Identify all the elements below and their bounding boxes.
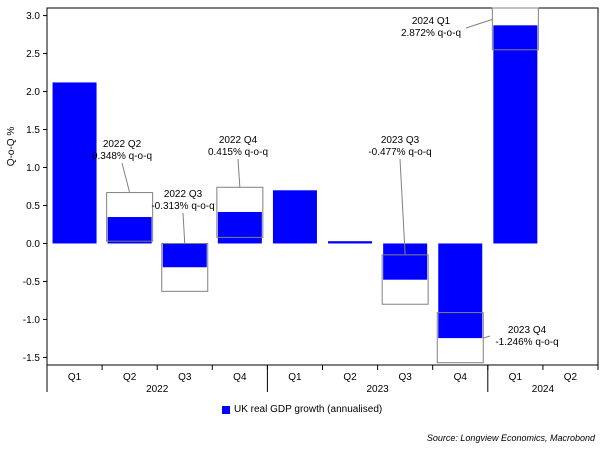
x-tick-label: Q4 [454,372,468,383]
annotation-title: 2023 Q3 [381,135,420,146]
annotation-title: 2024 Q1 [412,16,451,27]
annotation-leader [399,158,406,255]
x-tick-label: Q2 [123,372,137,383]
x-tick-label: Q3 [398,372,412,383]
annotation-value: 2.872% q-o-q [401,28,461,39]
annotation-leader [465,18,493,29]
annotation-value: 0.415% q-o-q [208,147,268,158]
annotation-title: 2023 Q4 [508,325,547,336]
bar [107,217,152,244]
x-tick-label: Q1 [509,372,523,383]
annotation-leader [121,162,131,193]
y-tick-label: -0.5 [23,277,41,288]
bar [272,190,317,244]
bar [438,243,483,339]
annotation-value: 0.348% q-o-q [92,151,152,162]
y-tick-label: 1.0 [26,163,40,174]
y-tick-label: 2.0 [26,87,40,98]
annotation-leader [483,335,491,339]
x-tick-label: Q4 [233,372,247,383]
annotation-value: -0.313% q-o-q [151,201,214,212]
y-tick-label: 0.5 [26,201,40,212]
y-axis-label: Q-o-Q % [6,127,17,167]
annotation-title: 2022 Q2 [103,139,142,150]
x-tick-label: Q2 [343,372,357,383]
y-tick-label: -1.0 [23,315,41,326]
bar [493,25,538,244]
x-tick-label: Q3 [178,372,192,383]
y-tick-label: 0.0 [26,239,40,250]
bar [162,243,207,268]
bar [52,82,97,244]
annotation-title: 2022 Q4 [219,135,258,146]
legend: UK real GDP growth (annualised) [222,404,382,415]
y-tick-label: 3.0 [26,11,40,22]
y-tick-label: 1.5 [26,125,40,136]
legend-swatch [222,405,230,414]
annotation-leader [237,158,241,188]
year-label: 2023 [366,384,389,395]
annotation-title: 2022 Q3 [164,189,203,200]
annotation-box [491,7,539,51]
source-note: Source: Longview Economics, Macrobond [426,433,595,443]
annotation-leader [182,212,186,244]
x-tick-label: Q2 [564,372,578,383]
year-label: 2022 [146,384,169,395]
year-label: 2024 [532,384,555,395]
x-tick-label: Q1 [68,372,82,383]
bar [217,211,262,244]
x-tick-label: Q1 [288,372,302,383]
y-tick-label: -1.5 [23,353,41,364]
annotation-value: -0.477% q-o-q [368,147,431,158]
y-tick-label: 2.5 [26,49,40,60]
bar [328,241,373,244]
legend-label: UK real GDP growth (annualised) [234,404,383,415]
annotation-value: -1.246% q-o-q [495,337,558,348]
